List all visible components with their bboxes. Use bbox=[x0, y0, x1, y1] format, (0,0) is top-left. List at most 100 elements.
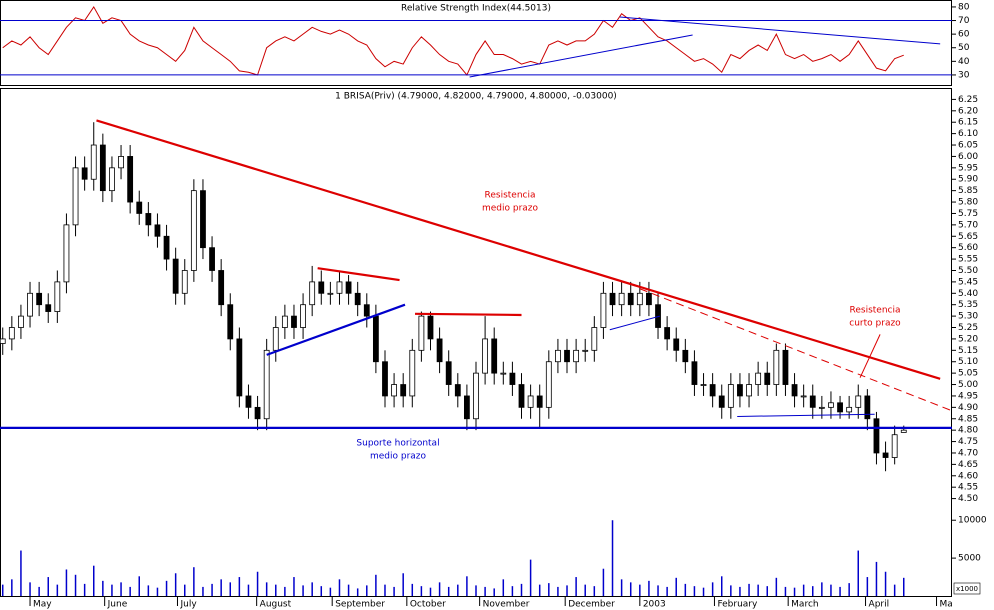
y-tick-label: 4.55 bbox=[958, 483, 978, 493]
candle-body bbox=[0, 338, 6, 344]
candle-body bbox=[200, 190, 206, 249]
candle-body bbox=[227, 304, 234, 340]
candle-body bbox=[463, 395, 470, 420]
candle-body bbox=[828, 402, 834, 408]
candle-body bbox=[809, 395, 816, 408]
candle-body bbox=[209, 247, 215, 271]
x-tick-label: May bbox=[33, 600, 52, 610]
x-tick-label: July bbox=[179, 600, 197, 610]
candle-body bbox=[27, 292, 33, 317]
candle-body bbox=[118, 156, 124, 169]
y-tick-label: 30 bbox=[958, 70, 970, 80]
candle-body bbox=[473, 372, 479, 420]
trend-line bbox=[96, 119, 941, 380]
y-tick-label: 4.60 bbox=[958, 471, 978, 481]
candle-body bbox=[882, 452, 889, 458]
candle-body bbox=[391, 384, 397, 397]
candle-body bbox=[873, 418, 880, 454]
y-unit: x1000 bbox=[956, 585, 978, 593]
x-tick-label: December bbox=[568, 600, 615, 610]
y-tick-label: 4.50 bbox=[958, 494, 978, 504]
candle-body bbox=[382, 361, 388, 397]
candle-body bbox=[673, 338, 680, 351]
x-tick-label: June bbox=[107, 600, 128, 610]
annotation: Resistencia bbox=[850, 306, 901, 316]
unit-box bbox=[953, 582, 981, 595]
candle-body bbox=[527, 395, 534, 408]
candle-body bbox=[90, 144, 97, 180]
candle-body bbox=[81, 167, 88, 180]
candle-body bbox=[190, 190, 197, 271]
y-tick-label: 5.15 bbox=[958, 346, 978, 356]
y-tick-label: 5.20 bbox=[958, 334, 978, 344]
candle-body bbox=[891, 434, 898, 458]
candle-body bbox=[691, 361, 698, 385]
candle-body bbox=[291, 315, 297, 328]
y-tick-label: 40 bbox=[958, 57, 970, 67]
y-tick-label: 4.90 bbox=[958, 403, 978, 413]
y-tick-label: 5.65 bbox=[958, 232, 978, 242]
annotation: medio prazo bbox=[370, 452, 427, 462]
candle-body bbox=[618, 292, 625, 306]
y-tick-label: 5.85 bbox=[958, 186, 978, 196]
y-tick-label: 6.20 bbox=[958, 106, 978, 116]
candle-body bbox=[746, 384, 752, 397]
x-tick-label: October bbox=[410, 600, 446, 610]
candle-body bbox=[709, 384, 716, 397]
price-frame bbox=[0, 88, 952, 597]
annotation: Resistencia bbox=[485, 191, 536, 201]
candle-body bbox=[782, 349, 789, 385]
y-tick-label: 5.60 bbox=[958, 243, 978, 253]
candle-body bbox=[36, 292, 43, 306]
y-tick-label: 5.35 bbox=[958, 300, 978, 310]
candle-body bbox=[700, 384, 707, 386]
x-tick-label: April bbox=[869, 600, 890, 610]
candle-body bbox=[336, 281, 343, 294]
rsi-frame bbox=[0, 0, 952, 86]
trend-line bbox=[737, 413, 875, 417]
candle-body bbox=[846, 406, 853, 413]
candle-body bbox=[409, 349, 416, 397]
y-tick-label: 6.05 bbox=[958, 141, 978, 151]
y-tick-label: 60 bbox=[958, 30, 970, 40]
y-tick-label: 5.50 bbox=[958, 266, 978, 276]
y-tick-label: 70 bbox=[958, 16, 970, 26]
candle-body bbox=[218, 270, 225, 306]
candle-body bbox=[564, 349, 570, 363]
candle-body bbox=[727, 384, 734, 408]
y-tick-label: 50 bbox=[958, 43, 970, 53]
candle-body bbox=[864, 395, 871, 420]
candle-body bbox=[609, 292, 616, 306]
candle-body bbox=[737, 384, 743, 397]
panel-title: Relative Strength Index(44.5013) bbox=[401, 4, 551, 14]
candle-body bbox=[400, 384, 407, 397]
candle-body bbox=[8, 327, 15, 340]
candle-body bbox=[454, 384, 461, 397]
trend-line bbox=[609, 315, 660, 331]
candle-body bbox=[427, 315, 434, 340]
candle-body bbox=[263, 349, 270, 420]
candle-body bbox=[545, 361, 552, 408]
candle-body bbox=[682, 349, 689, 363]
candle-body bbox=[272, 327, 279, 351]
candle-body bbox=[18, 315, 24, 328]
y-tick-label: 6.15 bbox=[958, 118, 978, 128]
candle-body bbox=[63, 224, 70, 283]
candle-body bbox=[773, 349, 780, 385]
candle-body bbox=[172, 258, 179, 294]
candle-body bbox=[518, 384, 525, 408]
candle-body bbox=[509, 372, 516, 385]
candle-body bbox=[555, 349, 561, 363]
x-tick-label: March bbox=[791, 600, 818, 610]
candle-body bbox=[536, 395, 543, 408]
y-tick-label: 10000 bbox=[958, 516, 987, 526]
annotation: medio prazo bbox=[482, 204, 539, 214]
y-tick-label: 5.30 bbox=[958, 312, 978, 322]
trend-line bbox=[317, 267, 400, 282]
candle-body bbox=[300, 304, 306, 328]
y-tick-label: 4.95 bbox=[958, 391, 978, 401]
annotation: curto prazo bbox=[849, 319, 901, 329]
trend-line bbox=[619, 16, 941, 45]
candle-body bbox=[900, 429, 907, 433]
y-tick-label: 6.10 bbox=[958, 129, 978, 139]
